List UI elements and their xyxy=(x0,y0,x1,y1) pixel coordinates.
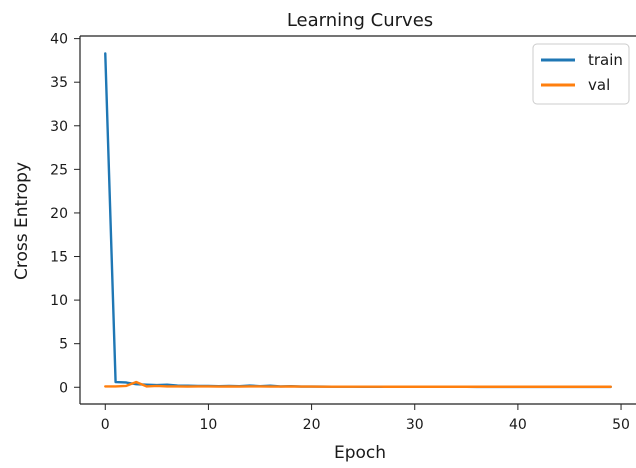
x-tick-label-50: 50 xyxy=(612,417,630,433)
y-tick-label-35: 35 xyxy=(50,75,68,91)
x-tick-label-30: 30 xyxy=(406,417,424,433)
x-tick-label-40: 40 xyxy=(509,417,527,433)
series-line-val xyxy=(104,380,612,388)
axes-layer xyxy=(79,35,636,405)
legend-label-val: val xyxy=(588,76,610,94)
y-tick-label-0: 0 xyxy=(59,380,68,396)
y-axis-label: Cross Entropy xyxy=(12,162,32,280)
plot-area xyxy=(104,52,612,389)
x-tick-layer: 0 10 20 30 40 50 xyxy=(101,404,630,433)
legend: train val xyxy=(532,43,630,105)
series-layer xyxy=(104,52,612,389)
x-tick-label-0: 0 xyxy=(101,417,110,433)
y-tick-label-25: 25 xyxy=(50,162,68,178)
y-tick-label-30: 30 xyxy=(50,119,68,135)
x-tick-label-10: 10 xyxy=(200,417,218,433)
y-tick-label-20: 20 xyxy=(50,206,68,222)
legend-label-train: train xyxy=(588,51,623,69)
y-tick-label-40: 40 xyxy=(50,32,68,48)
y-tick-label-10: 10 xyxy=(50,293,68,309)
y-tick-label-15: 15 xyxy=(50,250,68,266)
y-tick-label-5: 5 xyxy=(59,337,68,353)
x-tick-label-20: 20 xyxy=(303,417,321,433)
x-axis-label: Epoch xyxy=(334,443,386,463)
chart-title: Learning Curves xyxy=(287,10,433,31)
y-tick-layer: 0 5 10 15 20 25 30 35 40 xyxy=(50,32,80,396)
